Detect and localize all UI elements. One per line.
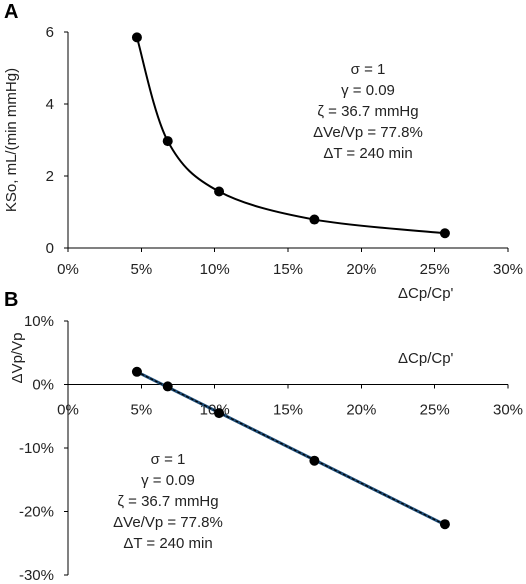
x-axis-label: ΔCp/Cp' [398, 350, 454, 367]
y-tick-label: 4 [46, 96, 54, 113]
y-tick-label: -20% [19, 504, 54, 521]
y-tick-label: 6 [46, 24, 54, 41]
parameter-annotation: ΔT = 240 min [123, 535, 212, 552]
x-tick-label: 20% [346, 402, 376, 419]
x-tick-label: 5% [130, 261, 152, 278]
parameter-annotation: σ = 1 [351, 61, 386, 78]
panel-b-letter: B [4, 289, 18, 311]
x-tick-label: 10% [200, 261, 230, 278]
y-tick-label: 0 [46, 240, 54, 257]
x-tick-label: 15% [273, 261, 303, 278]
parameter-annotation: γ = 0.09 [341, 82, 395, 99]
y-axis-label: KSo, mL/(min mmHg) [3, 68, 20, 212]
x-tick-label: 0% [57, 261, 79, 278]
parameter-annotation: ΔVe/Vp = 77.8% [313, 124, 423, 141]
data-point [439, 228, 450, 239]
data-point [439, 519, 450, 530]
data-point [162, 381, 173, 392]
y-tick-label: -10% [19, 440, 54, 457]
data-point [214, 408, 225, 419]
y-tick-label: -30% [19, 567, 54, 584]
x-tick-label: 25% [420, 402, 450, 419]
data-point [131, 366, 142, 377]
parameter-annotation: ΔT = 240 min [323, 145, 412, 162]
x-tick-label: 0% [57, 402, 79, 419]
data-point [309, 214, 320, 225]
x-tick-label: 25% [420, 261, 450, 278]
data-point [214, 186, 225, 197]
parameter-annotation: ζ = 36.7 mmHg [117, 493, 218, 510]
y-tick-label: 10% [24, 313, 54, 330]
data-point [162, 136, 173, 147]
x-tick-label: 15% [273, 402, 303, 419]
parameter-annotation: σ = 1 [151, 451, 186, 468]
y-tick-label: 2 [46, 168, 54, 185]
x-tick-label: 5% [130, 402, 152, 419]
y-axis-label: ΔVp/Vp [9, 333, 26, 384]
parameter-annotation: ζ = 36.7 mmHg [317, 103, 418, 120]
x-tick-label: 20% [346, 261, 376, 278]
parameter-annotation: γ = 0.09 [141, 472, 195, 489]
panel-a-letter: A [4, 1, 18, 23]
y-tick-label: 0% [32, 377, 54, 394]
x-tick-label: 30% [493, 402, 523, 419]
series-line [136, 371, 446, 526]
data-point [309, 455, 320, 466]
parameter-annotation: ΔVe/Vp = 77.8% [113, 514, 223, 531]
x-tick-label: 30% [493, 261, 523, 278]
x-axis-label: ΔCp/Cp' [398, 285, 454, 302]
panel-a-chart: 0 2 4 6 0% 5% 10% 15% 20% 25% 30% KSo, mL/(min mmHg… [3, 24, 523, 302]
data-point [131, 32, 142, 43]
panel-b-chart: 10%0%-10%-20%-30%0%5%10%15%20%25%30%ΔVp/… [9, 313, 523, 584]
